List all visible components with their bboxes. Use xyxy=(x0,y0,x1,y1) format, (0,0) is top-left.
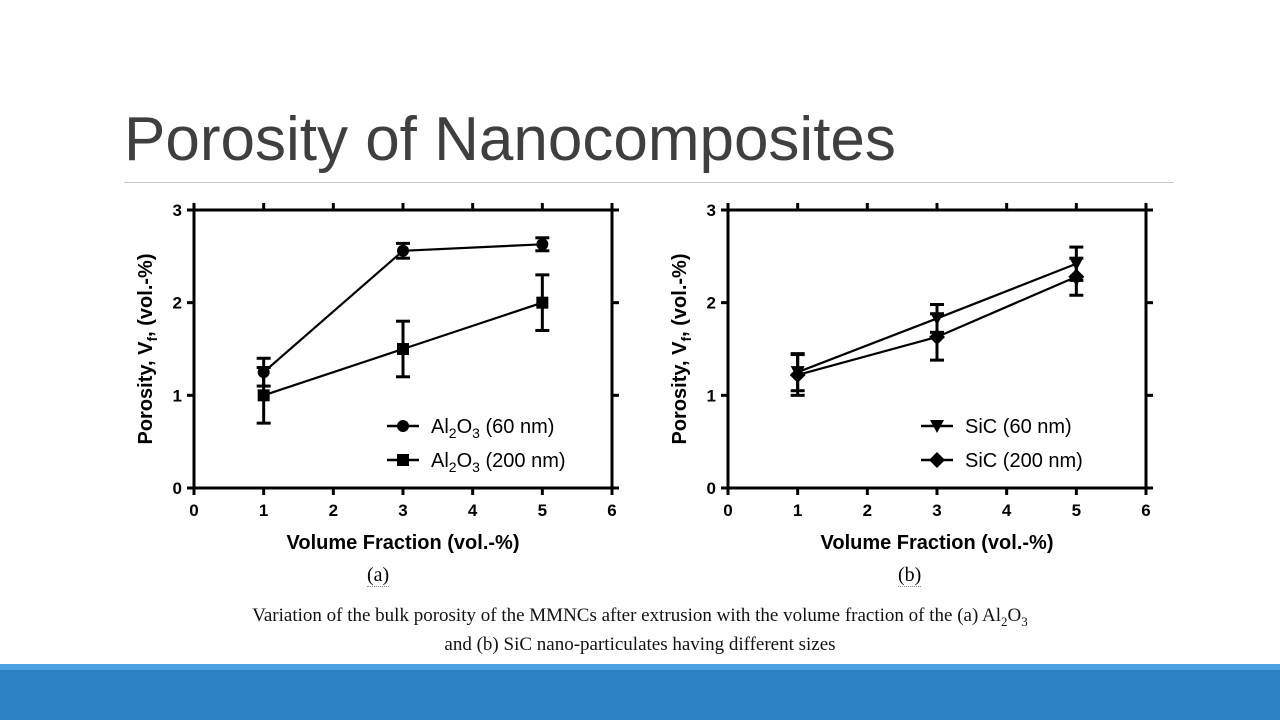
chart0-legend-marker-0 xyxy=(397,420,409,432)
chart0-legend-label-0: Al2O3 (60 nm) xyxy=(431,416,554,441)
slide-title: Porosity of Nanocomposites xyxy=(124,105,896,174)
chart-b: 0 1 2 3 4 5 6 0 1 2 3 Volume Fraction (vol.-%) Poros… xyxy=(664,190,1164,562)
chart1-xtick-label: 4 xyxy=(1002,501,1012,520)
title-divider xyxy=(124,182,1174,183)
chart1-legend-marker-0 xyxy=(930,420,944,433)
chart1-ytick-label: 0 xyxy=(707,479,716,498)
chart1-series-1-point xyxy=(1068,268,1085,285)
chart-b-svg: 0 1 2 3 4 5 6 0 1 2 3 Volume Fraction (vol.-%) Poros… xyxy=(669,201,1153,554)
chart0-ylabel: Porosity, Vf, (vol.-%) xyxy=(135,253,160,444)
chart0-series-0-point xyxy=(536,238,549,251)
chart1-xtick-label: 2 xyxy=(863,501,872,520)
chart0-xtick-label: 0 xyxy=(189,501,198,520)
chart0-xtick-label: 6 xyxy=(607,501,616,520)
panel-label-a: (a) xyxy=(367,564,390,587)
chart0-series-1-point xyxy=(536,296,549,309)
chart0-legend-marker-1 xyxy=(397,454,409,466)
chart-a-svg: 0 1 2 3 4 5 6 0 1 2 3 Volume Fraction (vol.-%) Poros… xyxy=(135,201,619,554)
chart0-xtick-label: 3 xyxy=(398,501,407,520)
chart1-ylabel: Porosity, Vf, (vol.-%) xyxy=(669,253,694,444)
chart0-xtick-label: 1 xyxy=(259,501,268,520)
chart1-xtick-label: 6 xyxy=(1141,501,1150,520)
caption-line-2: and (b) SiC nano-particulates having dif… xyxy=(444,634,836,655)
chart1-series-1 xyxy=(789,256,1085,397)
chart1-ytick-label: 1 xyxy=(707,386,716,405)
chart1-xtick-label: 1 xyxy=(793,501,802,520)
chart1-xlabel: Volume Fraction (vol.-%) xyxy=(821,532,1054,554)
chart0-ytick-label: 3 xyxy=(173,201,182,220)
chart0-series-1-point xyxy=(257,389,270,402)
chart0-ytick-label: 2 xyxy=(173,294,182,313)
caption-sub-1: 2 xyxy=(1001,613,1008,629)
chart0-xtick-label: 2 xyxy=(329,501,338,520)
panel-label-b: (b) xyxy=(898,564,922,587)
chart0-xlabel: Volume Fraction (vol.-%) xyxy=(287,532,520,554)
chart0-series-0 xyxy=(256,236,550,388)
chart1-series-1-point xyxy=(929,328,945,345)
chart-a: 0 1 2 3 4 5 6 0 1 2 3 Volume Fraction (vol.-%) Poros… xyxy=(130,190,630,562)
chart1-xtick-label: 0 xyxy=(723,501,732,520)
caption-sub-2: 3 xyxy=(1021,613,1028,629)
caption-mid: O xyxy=(1007,605,1022,626)
chart0-series-1-point xyxy=(397,343,409,355)
chart0-xtick-label: 5 xyxy=(538,501,547,520)
caption-text-1: Variation of the bulk porosity of the MM… xyxy=(252,605,1002,626)
footer-bar xyxy=(0,664,1280,720)
chart0-series-1 xyxy=(256,273,550,425)
caption-line-1: Variation of the bulk porosity of the MM… xyxy=(100,605,1180,630)
chart0-legend-label-1: Al2O3 (200 nm) xyxy=(431,450,566,475)
chart0-xtick-label: 4 xyxy=(468,501,478,520)
chart0-series-0-point xyxy=(397,244,409,257)
chart0-ytick-label: 1 xyxy=(173,386,182,405)
chart1-series-1-point xyxy=(789,366,806,383)
chart1-ytick-label: 3 xyxy=(707,201,716,220)
chart1-ytick-label: 2 xyxy=(707,294,716,313)
chart1-legend-label-0: SiC (60 nm) xyxy=(965,416,1072,438)
chart1-xtick-label: 3 xyxy=(932,501,941,520)
chart1-legend-marker-1 xyxy=(929,452,945,468)
chart1-xtick-label: 5 xyxy=(1072,501,1081,520)
chart1-legend-label-1: SiC (200 nm) xyxy=(965,450,1083,472)
chart0-ytick-label: 0 xyxy=(173,479,182,498)
